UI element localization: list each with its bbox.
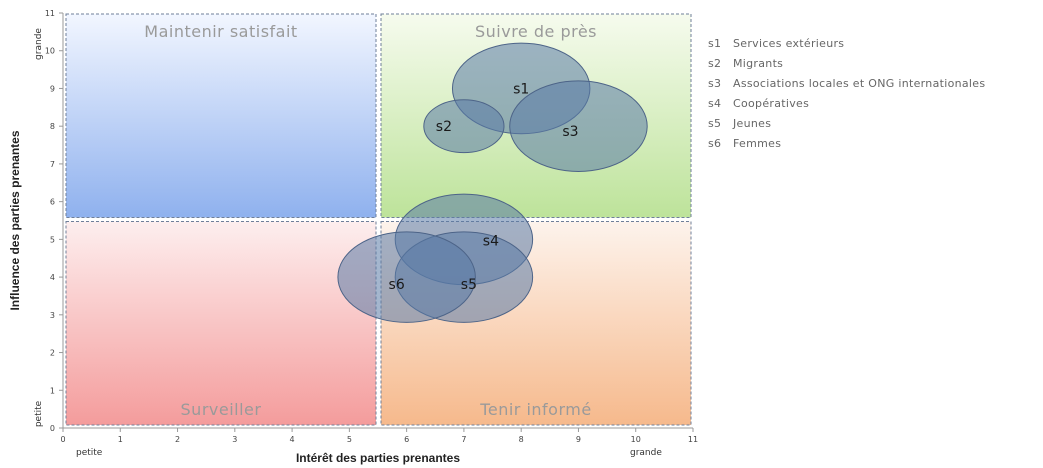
legend-label-s6: Femmes xyxy=(733,137,781,150)
bubble-s6 xyxy=(337,231,476,323)
x-tick-label: 1 xyxy=(118,435,123,444)
ticks-layer: 0 1 2 3 4 5 6 7 8 9 10 11 0 1 2 3 4 5 6 7 8 9 10 11 xyxy=(45,9,698,444)
x-tick-label: 10 xyxy=(631,435,641,444)
y-axis-title: Influence des parties prenantes xyxy=(8,130,22,310)
y-tick-label: 11 xyxy=(45,9,55,18)
quadrant-label-suivre-de-pres: Suivre de près xyxy=(475,22,597,41)
bubble-s2 xyxy=(423,99,505,154)
y-tick-label: 9 xyxy=(50,84,55,93)
x-tick-label: 5 xyxy=(347,435,352,444)
bubble-label-s4: s4 xyxy=(483,233,499,249)
y-tick-label: 7 xyxy=(50,160,55,169)
legend-id-s4: s4 xyxy=(708,97,721,110)
y-tick-label: 5 xyxy=(50,235,55,244)
y-tick-label: 4 xyxy=(50,273,55,282)
y-tick-label: 2 xyxy=(50,349,55,358)
legend-label-s5: Jeunes xyxy=(732,117,771,130)
quadrant-label-tenir-informe: Tenir informé xyxy=(479,400,591,419)
y-tick-label: 0 xyxy=(50,424,55,433)
x-tick-label: 2 xyxy=(175,435,180,444)
legend-id-s5: s5 xyxy=(708,117,721,130)
bubble-s3 xyxy=(509,80,648,172)
legend-label-s1: Services extérieurs xyxy=(733,37,844,50)
x-end-label-high: grande xyxy=(630,448,662,458)
y-end-label-high: grande xyxy=(34,28,44,60)
y-tick-label: 8 xyxy=(50,122,55,131)
legend-label-s2: Migrants xyxy=(733,57,783,70)
legend-label-s4: Coopératives xyxy=(733,97,809,110)
y-tick-label: 1 xyxy=(50,386,55,395)
x-axis-title: Intérêt des parties prenantes xyxy=(296,451,460,465)
x-tick-label: 3 xyxy=(232,435,237,444)
bubble-layer xyxy=(337,42,648,323)
x-tick-label: 9 xyxy=(576,435,581,444)
y-tick-label: 3 xyxy=(50,311,55,320)
x-tick-label: 4 xyxy=(290,435,295,444)
y-end-label-low: petite xyxy=(34,400,44,427)
x-tick-label: 7 xyxy=(461,435,466,444)
y-tick-label: 6 xyxy=(50,198,55,207)
bubble-label-s2: s2 xyxy=(436,119,452,135)
x-end-label-low: petite xyxy=(76,448,103,458)
bubble-label-s5: s5 xyxy=(461,277,477,293)
bubble-label-s6: s6 xyxy=(389,277,405,293)
legend-id-s2: s2 xyxy=(708,57,721,70)
x-tick-label: 6 xyxy=(404,435,409,444)
quadrant-maintenir-satisfait xyxy=(65,13,377,218)
axes-layer xyxy=(62,13,693,429)
quadrant-label-maintenir-satisfait: Maintenir satisfait xyxy=(144,22,297,41)
legend-id-s1: s1 xyxy=(708,37,721,50)
bubble-label-layer: s1 s2 s3 s4 s5 s6 xyxy=(389,81,579,293)
y-tick-label: 10 xyxy=(45,47,55,56)
x-tick-label: 8 xyxy=(519,435,524,444)
quadrant-label-surveiller: Surveiller xyxy=(181,400,262,419)
bubble-label-s1: s1 xyxy=(513,81,529,97)
legend-label-s3: Associations locales et ONG internationa… xyxy=(733,77,985,90)
bubble-label-s3: s3 xyxy=(562,124,578,140)
x-tick-label: 11 xyxy=(688,435,698,444)
quadrant-surveiller xyxy=(65,221,377,426)
legend: s1 Services extérieurs s2 Migrants s3 Associa… xyxy=(708,37,985,150)
legend-id-s6: s6 xyxy=(708,137,721,150)
x-tick-label: 0 xyxy=(60,435,65,444)
legend-id-s3: s3 xyxy=(708,77,721,90)
quadrant-layer: Maintenir satisfait Suivre de près Surveil… xyxy=(65,13,692,426)
